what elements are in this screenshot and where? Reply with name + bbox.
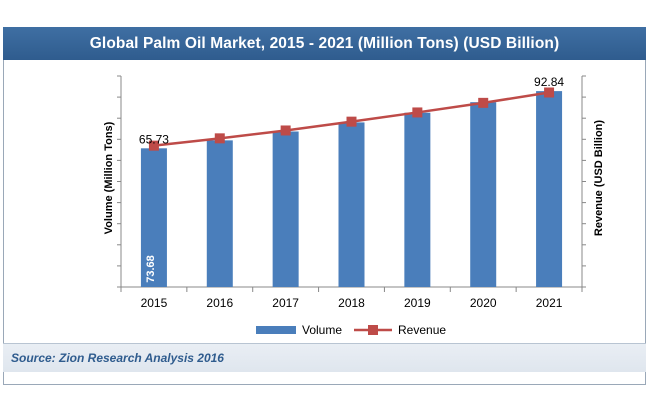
- revenue-point-2016: [214, 133, 225, 144]
- x-tick-label: 2016: [206, 296, 233, 310]
- bar-2015: [140, 148, 167, 287]
- bar-data-label: 65.73: [139, 132, 169, 146]
- revenue-point-2018: [346, 116, 357, 127]
- source-bar: Source: Zion Research Analysis 2016: [3, 343, 646, 372]
- chart-title: Global Palm Oil Market, 2015 - 2021 (Mil…: [3, 27, 646, 60]
- legend: Volume Revenue: [256, 323, 446, 337]
- legend-swatch-volume: [256, 326, 296, 334]
- x-tick-label: 2019: [404, 296, 431, 310]
- revenue-point-2017: [280, 125, 291, 136]
- bar-2020: [470, 102, 497, 287]
- x-tick-label: 2018: [338, 296, 365, 310]
- y2-axis-title: Revenue (USD Billion): [593, 120, 605, 236]
- revenue-point-2020: [478, 97, 489, 108]
- bar-data-label: 92.84: [534, 75, 564, 89]
- bar-2017: [272, 131, 299, 287]
- x-tick-label: 2015: [141, 296, 168, 310]
- x-tick-label: 2021: [536, 296, 563, 310]
- line-data-label: 73.68: [145, 255, 157, 283]
- x-tick-label: 2017: [272, 296, 299, 310]
- legend-label-volume: Volume: [302, 323, 342, 337]
- plot-area: 2015 2016 2017 2018 2019 2020 2021 65.73 92.84 73…: [117, 75, 586, 310]
- legend-marker-revenue: [368, 325, 378, 335]
- x-tick-label: 2020: [470, 296, 497, 310]
- bar-2021: [536, 91, 563, 287]
- bar-2019: [404, 112, 431, 288]
- bar-2018: [338, 122, 365, 287]
- legend-label-revenue: Revenue: [398, 323, 446, 337]
- y-axis-title: Volume (Million Tons): [103, 121, 115, 234]
- revenue-point-2019: [412, 107, 423, 118]
- revenue-point-2015: [148, 140, 159, 151]
- revenue-point-2021: [544, 87, 555, 98]
- source-text: Source: Zion Research Analysis 2016: [11, 351, 224, 365]
- bar-2016: [206, 140, 233, 287]
